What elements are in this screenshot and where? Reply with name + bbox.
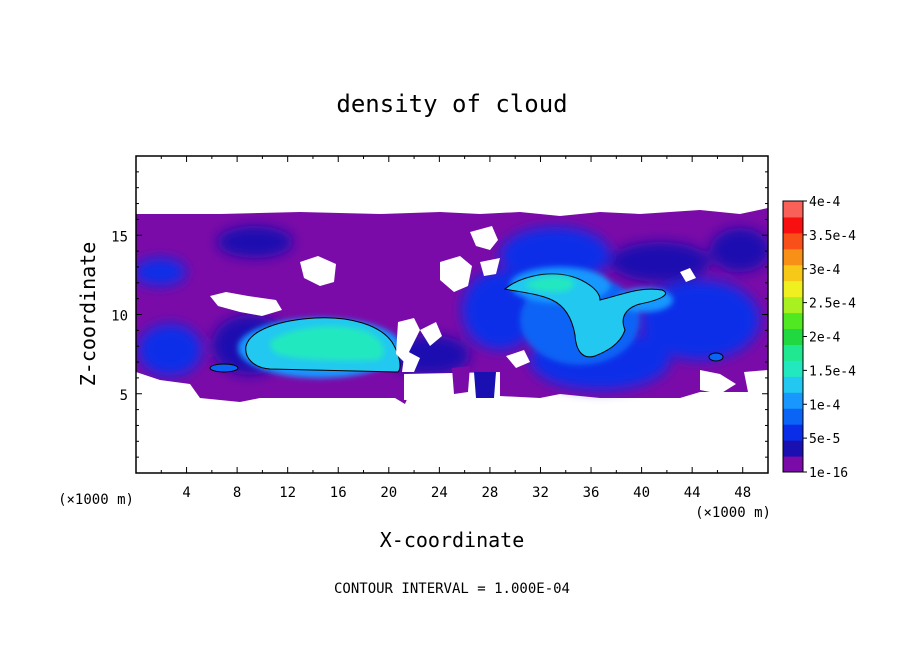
clear-gap	[210, 292, 282, 316]
small-contour	[209, 363, 239, 373]
clear-gap	[420, 322, 442, 346]
x-axis-label: X-coordinate	[380, 528, 525, 552]
x-tick-label: 16	[330, 485, 347, 501]
colorbar-swatch	[783, 264, 803, 282]
colorbar-swatch	[783, 408, 803, 425]
cloud-patch	[136, 258, 186, 286]
cloud-patch	[138, 324, 202, 376]
cloud-patch	[610, 242, 710, 282]
colorbar-label: 2e-4	[809, 331, 840, 346]
cloud-core-right-inner	[525, 276, 575, 292]
x-unit-label: (×1000 m)	[695, 505, 771, 521]
colorbar-label: 3e-4	[809, 263, 840, 278]
clear-gap	[396, 318, 420, 362]
clear-gap	[300, 256, 336, 286]
colorbar-label: 1.5e-4	[809, 364, 856, 379]
clear-gap	[506, 350, 530, 368]
x-tick-label: 36	[583, 485, 600, 501]
clear-gap	[136, 372, 200, 398]
x-tick-label: 48	[734, 485, 751, 501]
colorbar-swatch	[783, 328, 803, 345]
x-tick-label: 32	[532, 485, 549, 501]
colorbar-swatch	[783, 440, 803, 457]
colorbar-label: 1e-16	[809, 466, 848, 481]
clear-gap	[402, 350, 420, 372]
colorbar-swatch	[783, 392, 803, 409]
chart-title: density of cloud	[336, 90, 567, 118]
y-tick-label: 15	[111, 229, 128, 245]
y-tick-label: 5	[120, 388, 128, 404]
y-axis-ticks: 5 10 15	[111, 171, 768, 458]
colorbar-swatch	[783, 456, 803, 473]
clear-gap	[440, 256, 472, 292]
colorbar-swatch	[783, 376, 803, 393]
clear-gap	[700, 370, 736, 394]
colorbar-swatch	[783, 312, 803, 330]
colorbar-swatch	[783, 360, 803, 377]
colorbar: 1e-16 5e-5 1e-4 1.5e-4 2e-4 2.5e-4 3e-4 3.5e-4 4…	[782, 195, 856, 481]
x-axis-ticks: 4 8 12 16 20 24 28 32 36 40 44 48	[160, 156, 751, 501]
colorbar-swatch	[783, 296, 803, 314]
colorbar-label: 1e-4	[809, 398, 840, 413]
colorbar-swatch	[783, 216, 803, 234]
x-tick-label: 28	[481, 485, 498, 501]
colorbar-swatch	[783, 280, 803, 298]
x-tick-label: 24	[431, 485, 448, 501]
clear-gap	[744, 370, 768, 394]
z-unit-label: (×1000 m)	[58, 492, 134, 508]
colorbar-swatch	[783, 248, 803, 266]
cloud-core-left-inner	[270, 326, 384, 361]
colorbar-label: 3.5e-4	[809, 229, 856, 244]
clear-gap	[470, 226, 498, 250]
small-contour	[708, 352, 724, 362]
cloud-patch	[452, 366, 470, 394]
cloud-density-field	[136, 204, 768, 404]
cloud-patch	[710, 228, 768, 272]
x-tick-label: 20	[380, 485, 397, 501]
x-tick-label: 12	[279, 485, 296, 501]
clear-gap	[480, 258, 500, 276]
cloud-patch	[474, 372, 496, 398]
clear-gap	[136, 204, 768, 216]
colorbar-swatch	[783, 344, 803, 361]
y-axis-label: Z-coordinate	[76, 242, 100, 387]
colorbar-label: 4e-4	[809, 195, 840, 210]
y-tick-label: 10	[111, 309, 128, 325]
cloud-patch	[217, 226, 293, 258]
colorbar-label: 2.5e-4	[809, 297, 856, 312]
clear-gap	[680, 268, 696, 282]
x-tick-label: 8	[233, 485, 241, 501]
contour-interval-note: CONTOUR INTERVAL = 1.000E-04	[334, 581, 570, 597]
colorbar-swatch	[783, 232, 803, 250]
colorbar-label: 5e-5	[809, 432, 840, 447]
x-tick-label: 44	[684, 485, 701, 501]
x-tick-label: 40	[633, 485, 650, 501]
colorbar-swatch	[783, 424, 803, 441]
colorbar-swatch	[783, 201, 803, 218]
x-tick-label: 4	[182, 485, 190, 501]
cloud-core-right	[503, 273, 667, 358]
